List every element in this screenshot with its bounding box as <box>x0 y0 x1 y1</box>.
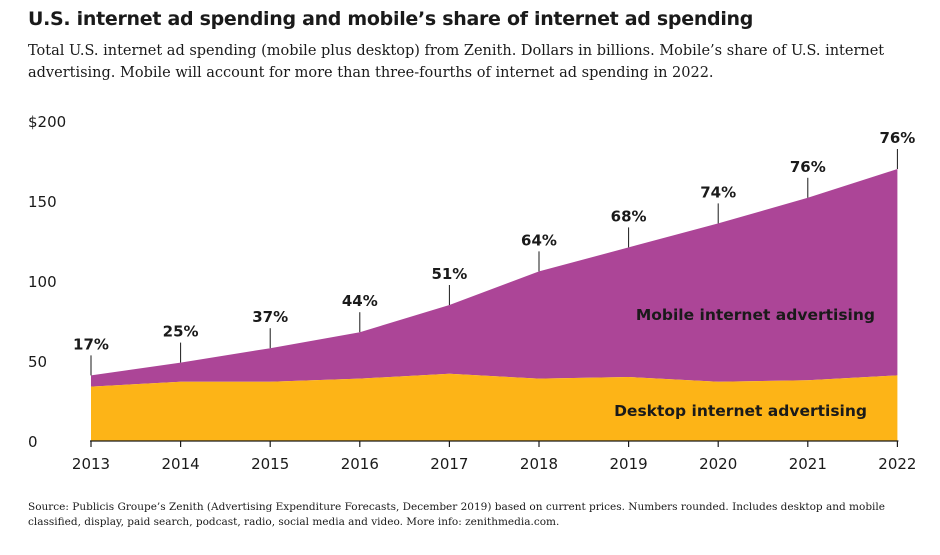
x-tick-label: 2017 <box>430 455 468 473</box>
x-tick-label: 2022 <box>878 455 916 473</box>
x-tick-label: 2021 <box>789 455 827 473</box>
mobile-share-label: 68% <box>611 207 647 225</box>
mobile-share-label: 51% <box>431 265 467 283</box>
chart-subtitle: Total U.S. internet ad spending (mobile … <box>28 43 885 81</box>
mobile-share-label: 17% <box>73 335 109 353</box>
mobile-series-label: Mobile internet advertising <box>636 306 875 324</box>
desktop-series-label: Desktop internet advertising <box>614 402 867 420</box>
y-tick-label: 100 <box>28 273 57 291</box>
chart-title: U.S. internet ad spending and mobile’s s… <box>28 8 754 30</box>
x-tick-label: 2018 <box>520 455 558 473</box>
y-tick-label: 0 <box>28 433 38 451</box>
mobile-share-label: 44% <box>342 292 378 310</box>
x-tick-label: 2014 <box>162 455 200 473</box>
x-tick-label: 2016 <box>341 455 379 473</box>
x-tick-label: 2020 <box>699 455 737 473</box>
x-tick-label: 2013 <box>72 455 110 473</box>
mobile-share-label: 76% <box>879 129 915 147</box>
y-tick-label: 150 <box>28 193 57 211</box>
mobile-area <box>91 169 898 387</box>
mobile-share-label: 74% <box>700 183 736 201</box>
x-tick-label: 2019 <box>610 455 648 473</box>
mobile-share-label: 64% <box>521 231 557 249</box>
mobile-share-label: 76% <box>790 158 826 176</box>
mobile-share-label: 37% <box>252 308 288 326</box>
mobile-share-label: 25% <box>163 323 199 341</box>
y-tick-label: $200 <box>28 113 66 131</box>
y-tick-label: 50 <box>28 353 47 371</box>
desktop-area <box>91 373 898 441</box>
source-note: Source: Publicis Groupe’s Zenith (Advert… <box>28 501 885 528</box>
x-tick-label: 2015 <box>251 455 289 473</box>
